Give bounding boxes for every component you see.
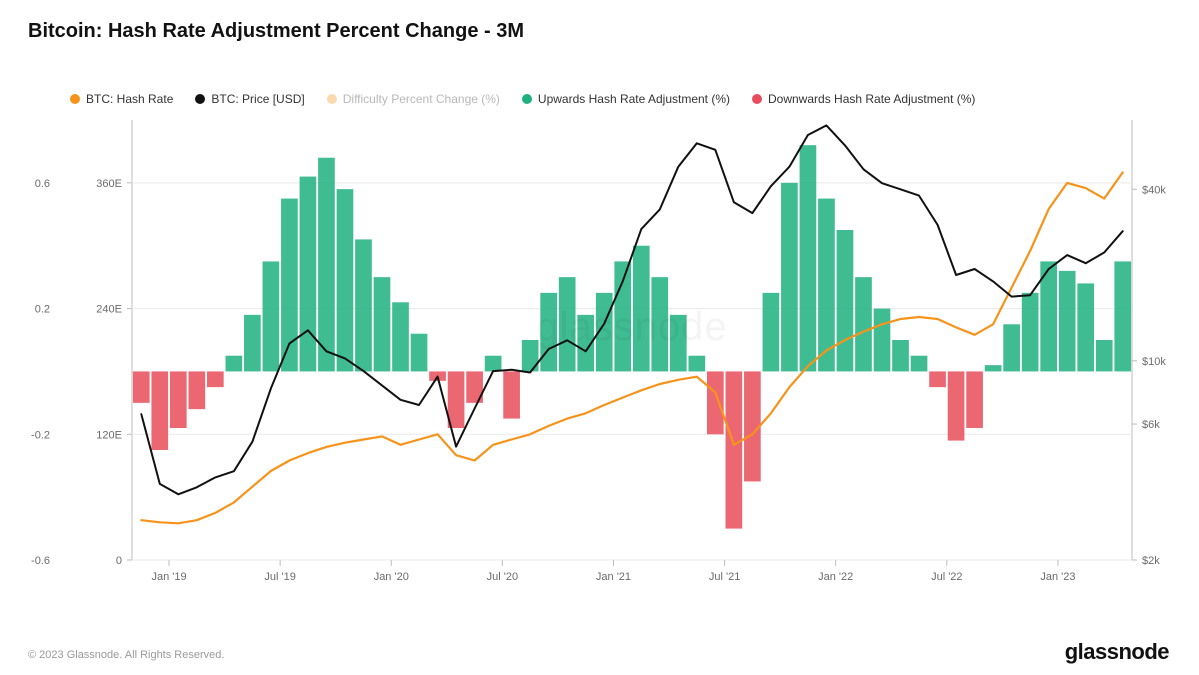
legend-item-2: Difficulty Percent Change (%): [327, 92, 500, 106]
svg-text:$6k: $6k: [1142, 419, 1160, 431]
svg-text:$40k: $40k: [1142, 184, 1166, 196]
svg-text:0: 0: [116, 555, 122, 567]
legend-label: Downwards Hash Rate Adjustment (%): [768, 92, 975, 106]
svg-text:-0.6: -0.6: [31, 555, 50, 567]
legend-label: BTC: Hash Rate: [86, 92, 173, 106]
legend-label: Difficulty Percent Change (%): [343, 92, 500, 106]
legend-label: BTC: Price [USD]: [211, 92, 304, 106]
svg-text:0.6: 0.6: [35, 178, 50, 190]
svg-text:Jan '21: Jan '21: [596, 571, 631, 583]
legend-swatch: [752, 94, 762, 104]
svg-text:360E: 360E: [96, 178, 122, 190]
svg-text:$2k: $2k: [1142, 555, 1160, 567]
svg-text:Jan '19: Jan '19: [151, 571, 186, 583]
legend: BTC: Hash Rate BTC: Price [USD] Difficulty…: [70, 92, 975, 106]
brand-logo: glassnode: [1065, 639, 1169, 665]
svg-text:Jul '22: Jul '22: [931, 571, 962, 583]
legend-item-1: BTC: Price [USD]: [195, 92, 304, 106]
legend-swatch: [522, 94, 532, 104]
svg-text:$10k: $10k: [1142, 356, 1166, 368]
svg-text:0.2: 0.2: [35, 304, 50, 316]
svg-text:120E: 120E: [96, 429, 122, 441]
legend-label: Upwards Hash Rate Adjustment (%): [538, 92, 730, 106]
svg-text:Jul '21: Jul '21: [709, 571, 740, 583]
chart-title: Bitcoin: Hash Rate Adjustment Percent Ch…: [28, 20, 524, 43]
legend-swatch: [327, 94, 337, 104]
svg-text:240E: 240E: [96, 304, 122, 316]
svg-text:Jul '19: Jul '19: [264, 571, 295, 583]
svg-text:-0.2: -0.2: [31, 429, 50, 441]
legend-swatch: [70, 94, 80, 104]
svg-text:Jul '20: Jul '20: [487, 571, 518, 583]
legend-item-3: Upwards Hash Rate Adjustment (%): [522, 92, 730, 106]
svg-text:Jan '22: Jan '22: [818, 571, 853, 583]
legend-item-0: BTC: Hash Rate: [70, 92, 173, 106]
copyright: © 2023 Glassnode. All Rights Reserved.: [28, 649, 224, 661]
svg-text:Jan '23: Jan '23: [1040, 571, 1075, 583]
chart: glassnodeJan '19Jul '19Jan '20Jul '20Jan…: [0, 112, 1199, 612]
legend-swatch: [195, 94, 205, 104]
svg-text:Jan '20: Jan '20: [374, 571, 409, 583]
legend-item-4: Downwards Hash Rate Adjustment (%): [752, 92, 975, 106]
